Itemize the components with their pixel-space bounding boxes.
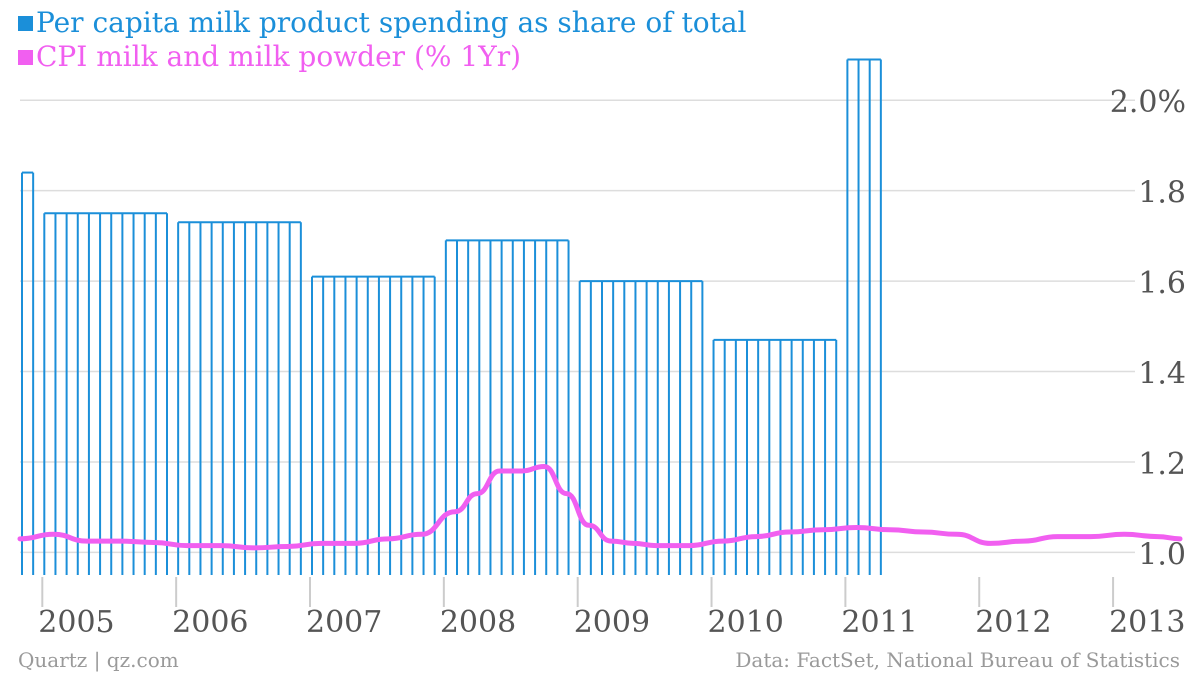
legend-label-cpi: CPI milk and milk powder (% 1Yr) (36, 40, 521, 73)
y-tick-label: 1.2 (1138, 447, 1186, 482)
footer-source: Data: FactSet, National Bureau of Statis… (735, 648, 1180, 672)
legend-item-cpi: CPI milk and milk powder (% 1Yr) (18, 40, 747, 74)
cpi-line (17, 463, 1183, 551)
y-tick-label: 2.0% (1110, 85, 1186, 120)
legend-item-spending: Per capita milk product spending as shar… (18, 6, 747, 40)
x-tick-label: 2013 (1109, 605, 1185, 640)
x-tick-label: 2011 (841, 605, 917, 640)
legend: Per capita milk product spending as shar… (18, 6, 747, 74)
legend-swatch-spending (18, 15, 33, 31)
x-tick-label: 2005 (38, 605, 114, 640)
x-tick-label: 2010 (708, 605, 784, 640)
legend-swatch-cpi (18, 49, 33, 65)
x-tick-label: 2012 (975, 605, 1051, 640)
legend-label-spending: Per capita milk product spending as shar… (36, 6, 747, 39)
y-tick-label: 1.6 (1138, 266, 1186, 301)
x-tick-label: 2009 (574, 605, 650, 640)
footer-credit: Quartz | qz.com (18, 648, 179, 672)
x-tick-label: 2008 (440, 605, 516, 640)
x-tick-label: 2006 (172, 605, 248, 640)
x-tick-label: 2007 (306, 605, 382, 640)
y-tick-label: 1.4 (1138, 357, 1186, 392)
y-tick-label: 1.8 (1138, 176, 1186, 211)
y-tick-label: 1.0 (1138, 537, 1186, 572)
